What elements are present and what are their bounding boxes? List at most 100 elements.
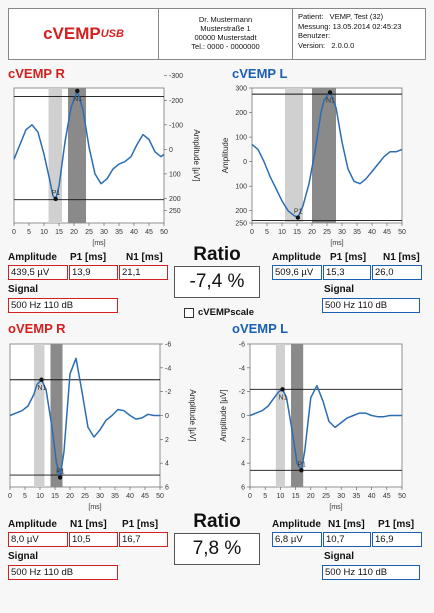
p1-value: 16,9 <box>372 532 422 547</box>
y-tick-label: 100 <box>235 184 247 191</box>
x-tick-label: 45 <box>383 493 391 500</box>
cvemp-r-chart: P1 N1 0 5 10 15 20 25 30 35 40 45 50 [ms] -300 -200 -100… <box>12 73 201 247</box>
cvemp-l-chart: P1 N1 0 5 10 15 20 25 30 35 40 45 50 [ms] 300 200 100 0 10… <box>221 86 406 248</box>
n1-header: N1 [ms] <box>126 252 163 263</box>
signal-label: Signal <box>8 551 39 562</box>
y-tick-label: 250 <box>235 221 247 228</box>
x-tick-label: 25 <box>322 493 330 500</box>
peak-marker <box>299 468 304 473</box>
p1-value: 13,9 <box>69 265 118 280</box>
p1-header: P1 [ms] <box>70 252 107 263</box>
waveform-line <box>249 384 402 472</box>
clinic-address: Dr. Mustermann Musterstraße 1 00000 Must… <box>159 9 293 59</box>
x-tick-label: 5 <box>27 229 31 236</box>
x-tick-label: 25 <box>85 229 93 236</box>
patient-line: Messung: 13.05.2014 02:45:23 <box>298 21 402 31</box>
n1-window <box>312 88 336 223</box>
y-tick-label: -4 <box>239 365 245 372</box>
x-tick-label: 20 <box>308 229 316 236</box>
x-axis-label: [ms] <box>92 240 105 247</box>
y-axis-label: Amplitude [µV] <box>219 389 228 441</box>
logo-text: cVEMP <box>43 24 101 43</box>
amplitude-header: Amplitude <box>272 519 321 530</box>
y-tick-label: 300 <box>235 86 247 93</box>
x-tick-label: 15 <box>293 229 301 236</box>
amplitude-header: Amplitude <box>8 519 57 530</box>
ovemp-r-chart: N1 P1 0 5 10 15 20 25 30 35 40 45 50 [ms] -6 -4 -2 0 2 4 6 Am… <box>8 342 197 512</box>
cvempscale-checkbox[interactable]: cVEMPscale <box>184 307 254 318</box>
n1-value: 26,0 <box>372 265 422 280</box>
p1-window <box>34 344 45 487</box>
cvemp-ratio-value: -7,4 % <box>174 266 260 298</box>
ovemp-l-title: oVEMP L <box>232 321 289 336</box>
y-axis-label: Amplitude [µV] <box>188 389 197 441</box>
peak-label: P1 <box>297 461 306 468</box>
y-tick-label: 100 <box>169 171 181 178</box>
x-tick-label: 30 <box>337 493 345 500</box>
checkbox-icon[interactable] <box>184 307 194 318</box>
x-tick-label: 35 <box>111 493 119 500</box>
x-tick-label: 15 <box>55 229 63 236</box>
x-tick-label: 5 <box>265 229 269 236</box>
amplitude-header: Amplitude <box>8 252 57 263</box>
cvemp-l-title: cVEMP L <box>232 66 288 81</box>
x-tick-label: 50 <box>160 229 168 236</box>
x-tick-label: 45 <box>141 493 149 500</box>
y-tick-label: 4 <box>165 461 169 468</box>
n1-header: N1 [ms] <box>70 519 107 530</box>
signal-label: Signal <box>8 284 39 295</box>
n1-window <box>68 88 86 223</box>
y-tick-label: 200 <box>235 110 247 117</box>
x-tick-label: 0 <box>8 493 12 500</box>
amplitude-value: 6,8 µV <box>272 532 322 547</box>
x-tick-label: 10 <box>36 493 44 500</box>
peak-marker <box>295 215 301 220</box>
y-tick-label: 0 <box>243 159 247 166</box>
ovemp-r-title: oVEMP R <box>8 321 66 336</box>
peak-marker <box>75 88 80 94</box>
logo: cVEMP USB <box>9 9 159 59</box>
y-tick-label: -2 <box>165 389 171 396</box>
y-tick-label: -6 <box>239 342 245 349</box>
peak-marker <box>53 196 58 202</box>
y-tick-label: 0 <box>165 413 169 420</box>
x-tick-label: 25 <box>81 493 89 500</box>
n1-value: 10,5 <box>69 532 118 547</box>
signal-label: Signal <box>324 551 355 562</box>
signal-value: 500 Hz 110 dB <box>8 298 118 313</box>
amplitude-value: 509,6 µV <box>272 265 322 280</box>
peak-label: P1 <box>294 209 303 216</box>
patient-line: Benutzer: <box>298 31 331 40</box>
y-axis-label: Amplitude [µV] <box>192 129 201 181</box>
peak-label: P1 <box>52 190 61 197</box>
x-axis-label: [ms] <box>88 504 101 511</box>
x-tick-label: 0 <box>250 229 254 236</box>
peak-label: N1 <box>73 96 82 103</box>
ovemp-l-chart: N1 P1 0 5 10 15 20 25 30 35 40 45 50 [ms] -6 -4 -2 0 2 4 6 Am… <box>219 342 406 512</box>
signal-value: 500 Hz 110 dB <box>322 565 420 580</box>
p1-header: P1 [ms] <box>330 252 367 263</box>
y-tick-label: -200 <box>169 98 183 105</box>
signal-value: 500 Hz 110 dB <box>322 298 420 313</box>
plot-area <box>13 87 165 224</box>
x-tick-label: 15 <box>51 493 59 500</box>
x-tick-label: 0 <box>12 229 16 236</box>
y-axis-label: Amplitude <box>221 137 230 173</box>
x-tick-label: 50 <box>398 229 406 236</box>
cvempscale-label: cVEMPscale <box>198 307 254 318</box>
peak-marker <box>57 475 63 480</box>
waveform-line <box>251 91 403 219</box>
x-tick-label: 50 <box>398 493 406 500</box>
cvemp-r-title: cVEMP R <box>8 66 65 81</box>
p1-header: P1 [ms] <box>122 519 159 530</box>
x-tick-label: 30 <box>338 229 346 236</box>
peak-marker <box>280 387 285 392</box>
x-tick-label: 30 <box>96 493 104 500</box>
patient-info: Patient: VEMP, Test (32) Messung: 13.05.… <box>293 9 427 59</box>
x-tick-label: 40 <box>368 493 376 500</box>
y-tick-label: 2 <box>165 437 169 444</box>
peak-label: N1 <box>38 385 47 392</box>
y-tick-label: -2 <box>239 389 245 396</box>
waveform-line <box>9 357 160 479</box>
x-tick-label: 10 <box>40 229 48 236</box>
